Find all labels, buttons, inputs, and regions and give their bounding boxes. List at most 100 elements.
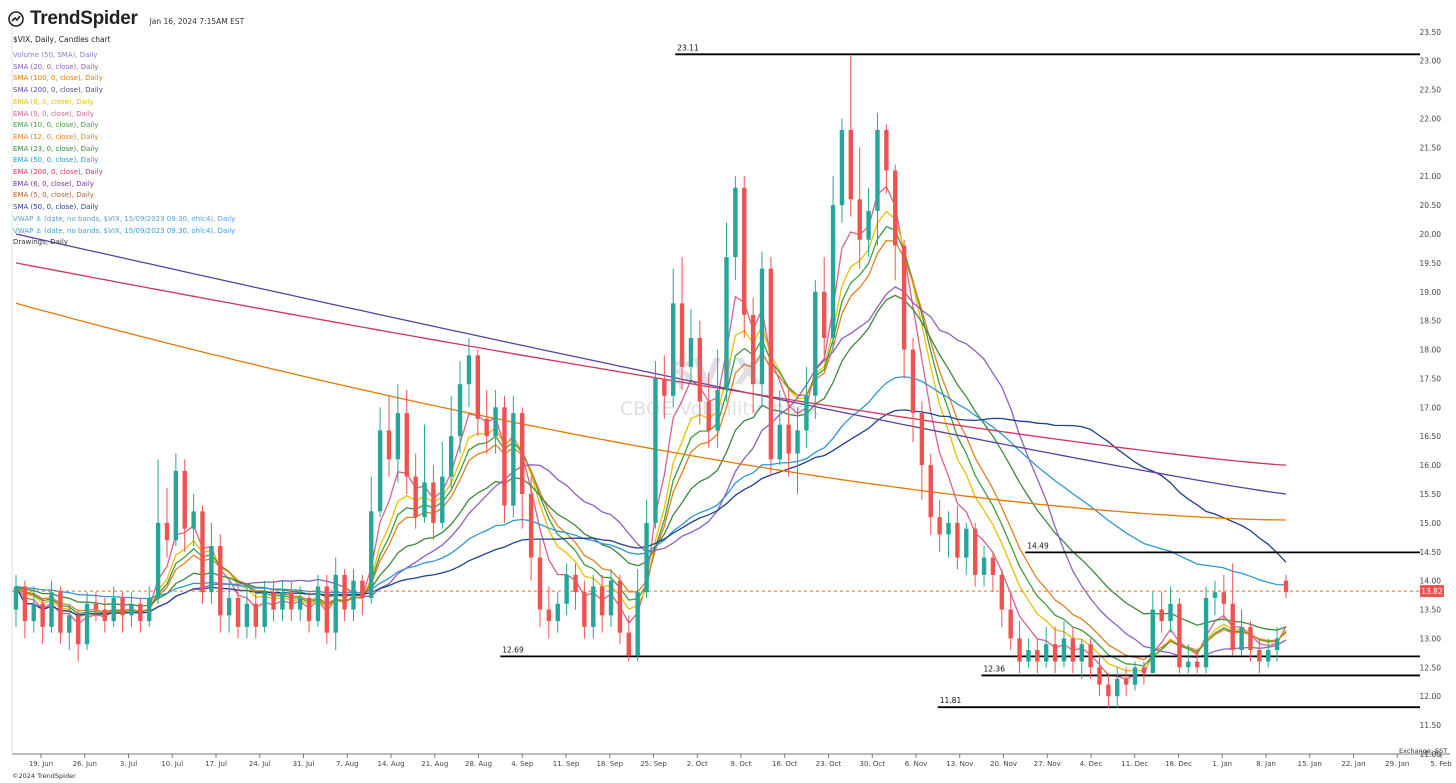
candle-body xyxy=(324,586,330,633)
candle-body xyxy=(1168,603,1173,622)
x-tick-label: 14. Aug xyxy=(377,760,404,768)
candle-body xyxy=(244,603,250,627)
x-tick-label: 1. Jan xyxy=(1212,760,1232,768)
y-tick-label: 23.50 xyxy=(1420,28,1442,37)
x-tick-label: 16. Oct xyxy=(772,760,798,768)
legend-item[interactable]: EMA (23, 0, close), Daily xyxy=(13,144,99,153)
legend-item[interactable]: SMA (20, 0, close), Daily xyxy=(13,62,99,71)
legend-item[interactable]: EMA (6, 0, close), Daily xyxy=(13,179,94,188)
candle-body xyxy=(200,511,205,593)
candle-body xyxy=(1221,592,1227,604)
y-tick-label: 17.50 xyxy=(1420,374,1442,383)
y-tick-label: 15.00 xyxy=(1420,519,1442,528)
x-tick-label: 18. Dec xyxy=(1165,760,1192,768)
x-tick-label: 20. Nov xyxy=(990,760,1017,768)
x-tick-label: 17. Jul xyxy=(205,760,227,768)
x-tick-label: 18. Sep xyxy=(596,760,623,768)
candle-body xyxy=(946,522,951,535)
legend-item[interactable]: Volume (50, SMA), Daily xyxy=(13,51,98,59)
candle-body xyxy=(999,574,1005,610)
legend-item[interactable]: EMA (12, 0, close), Daily xyxy=(13,132,99,141)
y-tick-label: 11.00 xyxy=(1420,750,1442,759)
y-tick-label: 13.50 xyxy=(1420,606,1442,615)
ema-12-line xyxy=(15,239,1287,661)
candle-body xyxy=(502,407,507,506)
candle-body xyxy=(830,205,836,338)
brand: TrendSpider Jan 16, 2024 7:15AM EST xyxy=(8,8,244,30)
candle-body xyxy=(49,592,54,627)
legend-item[interactable]: SMA (100, 0, close), Daily xyxy=(13,74,103,83)
level-label: 12.69 xyxy=(502,645,524,654)
legend-item[interactable]: EMA (200, 0, close), Daily xyxy=(13,168,103,177)
legend-item[interactable]: EMA (8, 0, close), Daily xyxy=(13,97,94,106)
legend-item[interactable]: SMA (50, 0, close), Daily xyxy=(13,203,99,212)
legend-item[interactable]: Drawings, Daily xyxy=(13,238,68,247)
sma-100-line xyxy=(15,302,1287,521)
candle-body xyxy=(191,511,196,529)
moving-average-lines xyxy=(15,185,1287,680)
candle-body xyxy=(1283,580,1289,593)
candle-body xyxy=(1123,678,1129,685)
candle-body xyxy=(1097,667,1102,685)
candle-body xyxy=(759,268,765,385)
candle-body xyxy=(218,546,223,616)
candle-body xyxy=(715,390,720,431)
candle-body xyxy=(31,603,36,622)
legend-item[interactable]: VWAP ⚓ (date, no bands, $VIX, 15/09/2023… xyxy=(13,226,236,235)
watermark-name: CBOE Volatility Index xyxy=(620,398,820,420)
candle-body xyxy=(297,598,303,610)
candle-body xyxy=(804,395,809,431)
candle-body xyxy=(1044,644,1049,662)
candle-body xyxy=(884,130,889,171)
last-price-tag xyxy=(1420,585,1444,598)
candle-body xyxy=(528,494,534,558)
candle-body xyxy=(1017,638,1022,662)
candle-body xyxy=(546,609,552,622)
legend-item[interactable]: SMA (200, 0, close), Daily xyxy=(13,86,103,95)
legend-item[interactable]: EMA (9, 0, close), Daily xyxy=(13,109,94,118)
legend-item[interactable]: EMA (10, 0, close), Daily xyxy=(13,121,99,130)
candle-body xyxy=(964,528,969,558)
y-tick-label: 22.00 xyxy=(1420,114,1442,123)
candle-body xyxy=(484,418,489,437)
y-tick-label: 14.50 xyxy=(1420,548,1442,557)
legend-item[interactable]: VWAP ⚓ (date, no bands, $VIX, 15/09/2023… xyxy=(13,214,236,223)
level-label: 11.81 xyxy=(940,696,962,705)
candle-body xyxy=(431,482,436,523)
legend-item[interactable]: EMA (5, 0, close), Daily xyxy=(13,191,94,200)
candle-body xyxy=(67,615,72,633)
candle-body xyxy=(448,436,454,477)
candle-body xyxy=(981,557,987,575)
legend-item[interactable]: EMA (50, 0, close), Daily xyxy=(13,156,99,165)
candle-body xyxy=(351,580,356,610)
candle-body xyxy=(1061,638,1067,662)
y-tick-label: 13.00 xyxy=(1420,634,1442,643)
price-and-date-axes[interactable]: 23.50 23.00 22.50 22.00 21.50 21.00 20.50 20.00… xyxy=(29,28,1452,768)
candle-body xyxy=(626,632,631,656)
candle-body xyxy=(164,522,170,541)
x-tick-label: 11. Dec xyxy=(1121,760,1148,768)
x-tick-label: 19. Jun xyxy=(29,760,53,768)
candle-body xyxy=(342,574,347,610)
x-tick-label: 8. Jan xyxy=(1256,760,1276,768)
candle-body xyxy=(857,199,862,240)
x-tick-label: 6. Nov xyxy=(905,760,928,768)
y-tick-label: 19.00 xyxy=(1420,288,1442,297)
watermark-logo: $VIX xyxy=(668,352,763,393)
candle-body xyxy=(386,430,392,460)
candle-body xyxy=(209,546,214,593)
copyright: ©2024 TrendSpider xyxy=(12,772,76,780)
indicator-legend[interactable]: Volume (50, SMA), Daily SMA (20, 0, close… xyxy=(13,50,235,249)
candle-body xyxy=(733,187,738,258)
candle-body xyxy=(271,592,276,610)
y-tick-label: 12.00 xyxy=(1420,692,1442,701)
y-tick-label: 20.50 xyxy=(1420,201,1442,210)
candle-body xyxy=(1177,603,1182,668)
x-tick-label: 15. Jan xyxy=(1298,760,1322,768)
candle-body xyxy=(750,314,756,385)
x-tick-label: 21. Aug xyxy=(421,760,448,768)
candle-body xyxy=(910,349,916,414)
candle-body xyxy=(120,598,125,616)
candle-body xyxy=(1026,650,1031,662)
